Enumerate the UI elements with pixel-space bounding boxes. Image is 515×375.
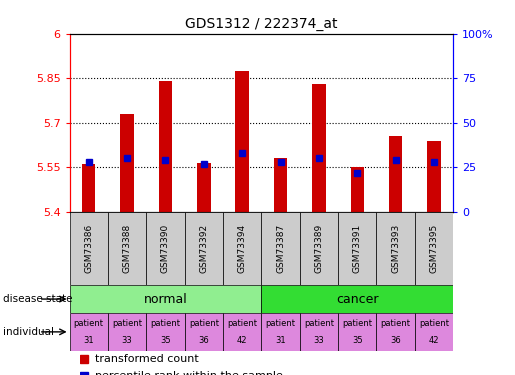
FancyBboxPatch shape — [108, 212, 146, 285]
Bar — [159, 81, 172, 212]
Text: GSM73393: GSM73393 — [391, 224, 400, 273]
FancyBboxPatch shape — [261, 313, 300, 351]
Text: 42: 42 — [237, 336, 247, 345]
Text: 31: 31 — [275, 336, 286, 345]
Bar — [427, 141, 441, 212]
FancyBboxPatch shape — [146, 313, 184, 351]
Bar — [235, 71, 249, 212]
FancyBboxPatch shape — [261, 285, 453, 313]
FancyBboxPatch shape — [300, 313, 338, 351]
Bar — [389, 136, 402, 212]
Text: patient: patient — [227, 319, 257, 328]
Bar — [82, 164, 95, 212]
FancyBboxPatch shape — [184, 212, 223, 285]
Text: GSM73394: GSM73394 — [238, 224, 247, 273]
Text: 36: 36 — [390, 336, 401, 345]
Text: transformed count: transformed count — [95, 354, 198, 364]
Text: 31: 31 — [83, 336, 94, 345]
Text: GSM73395: GSM73395 — [430, 224, 438, 273]
Bar — [274, 159, 287, 212]
Text: percentile rank within the sample: percentile rank within the sample — [95, 371, 283, 375]
FancyBboxPatch shape — [338, 313, 376, 351]
FancyBboxPatch shape — [70, 285, 261, 313]
Text: 36: 36 — [198, 336, 209, 345]
Text: 33: 33 — [314, 336, 324, 345]
Text: GSM73388: GSM73388 — [123, 224, 131, 273]
Text: GSM73392: GSM73392 — [199, 224, 208, 273]
Text: GSM73389: GSM73389 — [315, 224, 323, 273]
Text: GSM73390: GSM73390 — [161, 224, 170, 273]
Text: GSM73386: GSM73386 — [84, 224, 93, 273]
FancyBboxPatch shape — [415, 212, 453, 285]
FancyBboxPatch shape — [300, 212, 338, 285]
FancyBboxPatch shape — [223, 212, 261, 285]
FancyBboxPatch shape — [376, 212, 415, 285]
Text: 42: 42 — [429, 336, 439, 345]
Text: disease state: disease state — [3, 294, 72, 304]
Text: GSM73387: GSM73387 — [276, 224, 285, 273]
FancyBboxPatch shape — [108, 313, 146, 351]
Text: patient: patient — [381, 319, 410, 328]
Text: 35: 35 — [160, 336, 171, 345]
Text: patient: patient — [150, 319, 180, 328]
FancyBboxPatch shape — [415, 313, 453, 351]
Text: patient: patient — [189, 319, 219, 328]
FancyBboxPatch shape — [184, 313, 223, 351]
Text: normal: normal — [144, 292, 187, 306]
FancyBboxPatch shape — [338, 212, 376, 285]
Bar — [121, 114, 134, 212]
FancyBboxPatch shape — [70, 313, 108, 351]
FancyBboxPatch shape — [376, 313, 415, 351]
FancyBboxPatch shape — [70, 212, 108, 285]
Text: 35: 35 — [352, 336, 363, 345]
Bar — [312, 84, 325, 212]
Text: patient: patient — [112, 319, 142, 328]
Text: cancer: cancer — [336, 292, 379, 306]
Text: GSM73391: GSM73391 — [353, 224, 362, 273]
Bar — [197, 163, 211, 212]
FancyBboxPatch shape — [146, 212, 184, 285]
Text: patient: patient — [419, 319, 449, 328]
Text: individual: individual — [3, 327, 54, 337]
Text: patient: patient — [74, 319, 104, 328]
Text: patient: patient — [342, 319, 372, 328]
FancyBboxPatch shape — [223, 313, 261, 351]
Title: GDS1312 / 222374_at: GDS1312 / 222374_at — [185, 17, 338, 32]
Text: 33: 33 — [122, 336, 132, 345]
Text: patient: patient — [266, 319, 296, 328]
Bar — [351, 167, 364, 212]
Text: patient: patient — [304, 319, 334, 328]
FancyBboxPatch shape — [261, 212, 300, 285]
